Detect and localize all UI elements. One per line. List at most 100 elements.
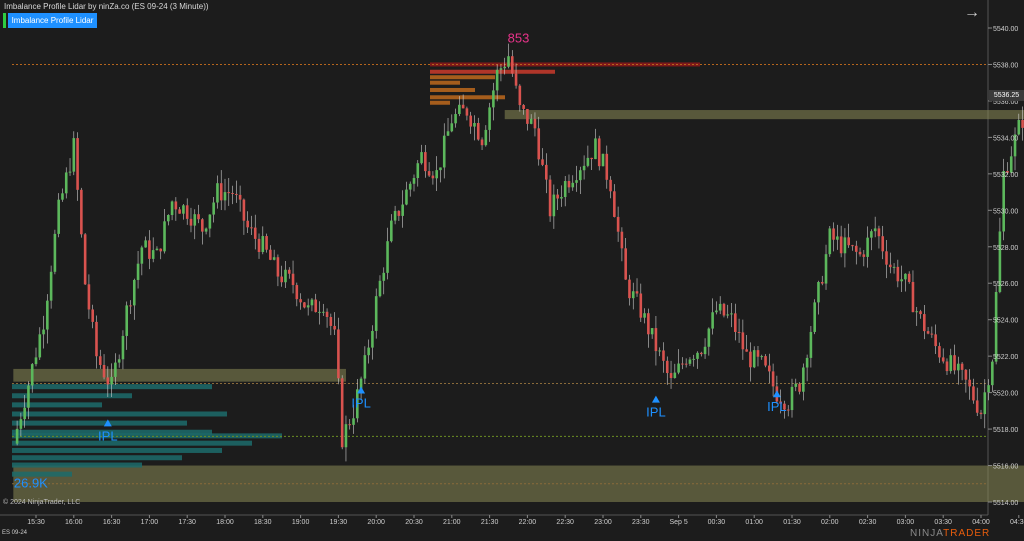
x-tick-label: 22:30 [556, 519, 574, 526]
candle-body [624, 248, 627, 280]
candle-body [314, 299, 318, 313]
candle-body [38, 334, 42, 358]
profile-bar-top [430, 87, 475, 92]
candle-body [548, 179, 552, 217]
candle-body [431, 175, 435, 179]
candle-body [57, 199, 60, 234]
candle-body [915, 311, 919, 313]
candle-body [27, 385, 30, 408]
ipl-label: IPL [767, 399, 787, 414]
candle-body [979, 412, 983, 415]
candle-body [730, 313, 733, 315]
candle-body [450, 123, 454, 132]
candle-body [201, 219, 204, 232]
candle-body [117, 359, 121, 363]
y-tick-label: 5520.00 [993, 391, 1018, 398]
candle-body [219, 183, 223, 201]
y-tick-label: 5522.00 [993, 354, 1018, 361]
candle-body [136, 263, 140, 280]
candle-body [374, 296, 378, 331]
candle-body [786, 409, 790, 411]
candle-body [34, 357, 38, 365]
ipl-label: IPL [98, 428, 118, 443]
x-tick-label: 17:00 [141, 519, 159, 526]
x-tick-label: 02:30 [859, 519, 877, 526]
candle-body [318, 311, 321, 313]
x-tick-label: 18:30 [254, 519, 272, 526]
candle-body [537, 128, 541, 160]
candle-body [140, 247, 144, 264]
candle-body [15, 428, 19, 444]
profile-bar [12, 462, 142, 468]
candle-body [741, 332, 745, 350]
price-axis[interactable]: 5540.00 5538.00 5536.00 5534.00 5532.00 5530.… [988, 26, 1018, 507]
candle-body [1013, 134, 1017, 157]
y-tick-label: 5540.00 [993, 26, 1018, 33]
indicator-button[interactable]: Imbalance Profile Lidar [8, 13, 97, 28]
candle-body [768, 365, 771, 372]
candle-body [42, 329, 45, 335]
candle-body [427, 171, 431, 176]
candle-body [284, 269, 287, 283]
x-tick-label: 16:30 [103, 519, 121, 526]
candle-body [238, 194, 242, 200]
candle-body [246, 220, 249, 228]
candle-body [616, 216, 620, 232]
candle-body [699, 352, 703, 355]
profile-bar [12, 393, 132, 399]
candle-body [972, 386, 975, 401]
candle-body [650, 328, 654, 335]
arrow-right-icon[interactable]: → [964, 4, 980, 21]
profile-bar [12, 455, 182, 461]
candle-body [473, 122, 476, 127]
candle-body [722, 303, 726, 316]
candle-body [628, 279, 631, 299]
candle-body [756, 350, 760, 357]
candle-body [715, 310, 718, 313]
candle-body [552, 194, 556, 217]
candle-body [344, 424, 348, 448]
candle-body [613, 191, 616, 217]
candle-body [269, 249, 272, 260]
candle-body [514, 73, 518, 86]
candle-body [824, 254, 828, 284]
candle-body [348, 424, 352, 426]
candle-body [61, 193, 64, 200]
instrument-label: ES 09-24 [2, 530, 28, 536]
candle-body [306, 305, 310, 308]
candle-body [590, 157, 593, 160]
candle-body [476, 122, 480, 140]
candle-body [957, 363, 960, 371]
candle-body [911, 281, 915, 313]
time-axis[interactable]: 15:30 16:00 16:30 17:00 17:30 18:00 18:30 19:00… [27, 515, 1024, 526]
candle-body [858, 251, 862, 255]
profile-bar-top [430, 100, 450, 105]
candle-body [998, 231, 1002, 292]
candle-body [579, 170, 582, 181]
candle-body [129, 305, 132, 307]
candle-body [945, 361, 949, 372]
zone-rect [504, 110, 1024, 120]
candle-body [242, 199, 246, 221]
candle-body [1006, 171, 1009, 173]
candle-body [484, 129, 488, 146]
candle-body [983, 392, 987, 415]
candle-body [420, 152, 423, 164]
candle-body [888, 264, 892, 268]
candle-body [681, 363, 684, 365]
x-tick-label: 19:00 [292, 519, 310, 526]
candle-body [658, 350, 661, 352]
candle-body [907, 273, 911, 282]
candle-body [805, 357, 809, 368]
candle-body [620, 231, 624, 249]
candle-body [586, 157, 590, 166]
candle-body [356, 389, 359, 419]
candle-body [439, 167, 442, 171]
candle-body [752, 350, 756, 368]
zone-rect [13, 368, 346, 382]
candle-body [193, 214, 197, 226]
candle-body [253, 227, 257, 239]
profile-bar-top [430, 69, 555, 74]
candle-body [397, 210, 401, 216]
